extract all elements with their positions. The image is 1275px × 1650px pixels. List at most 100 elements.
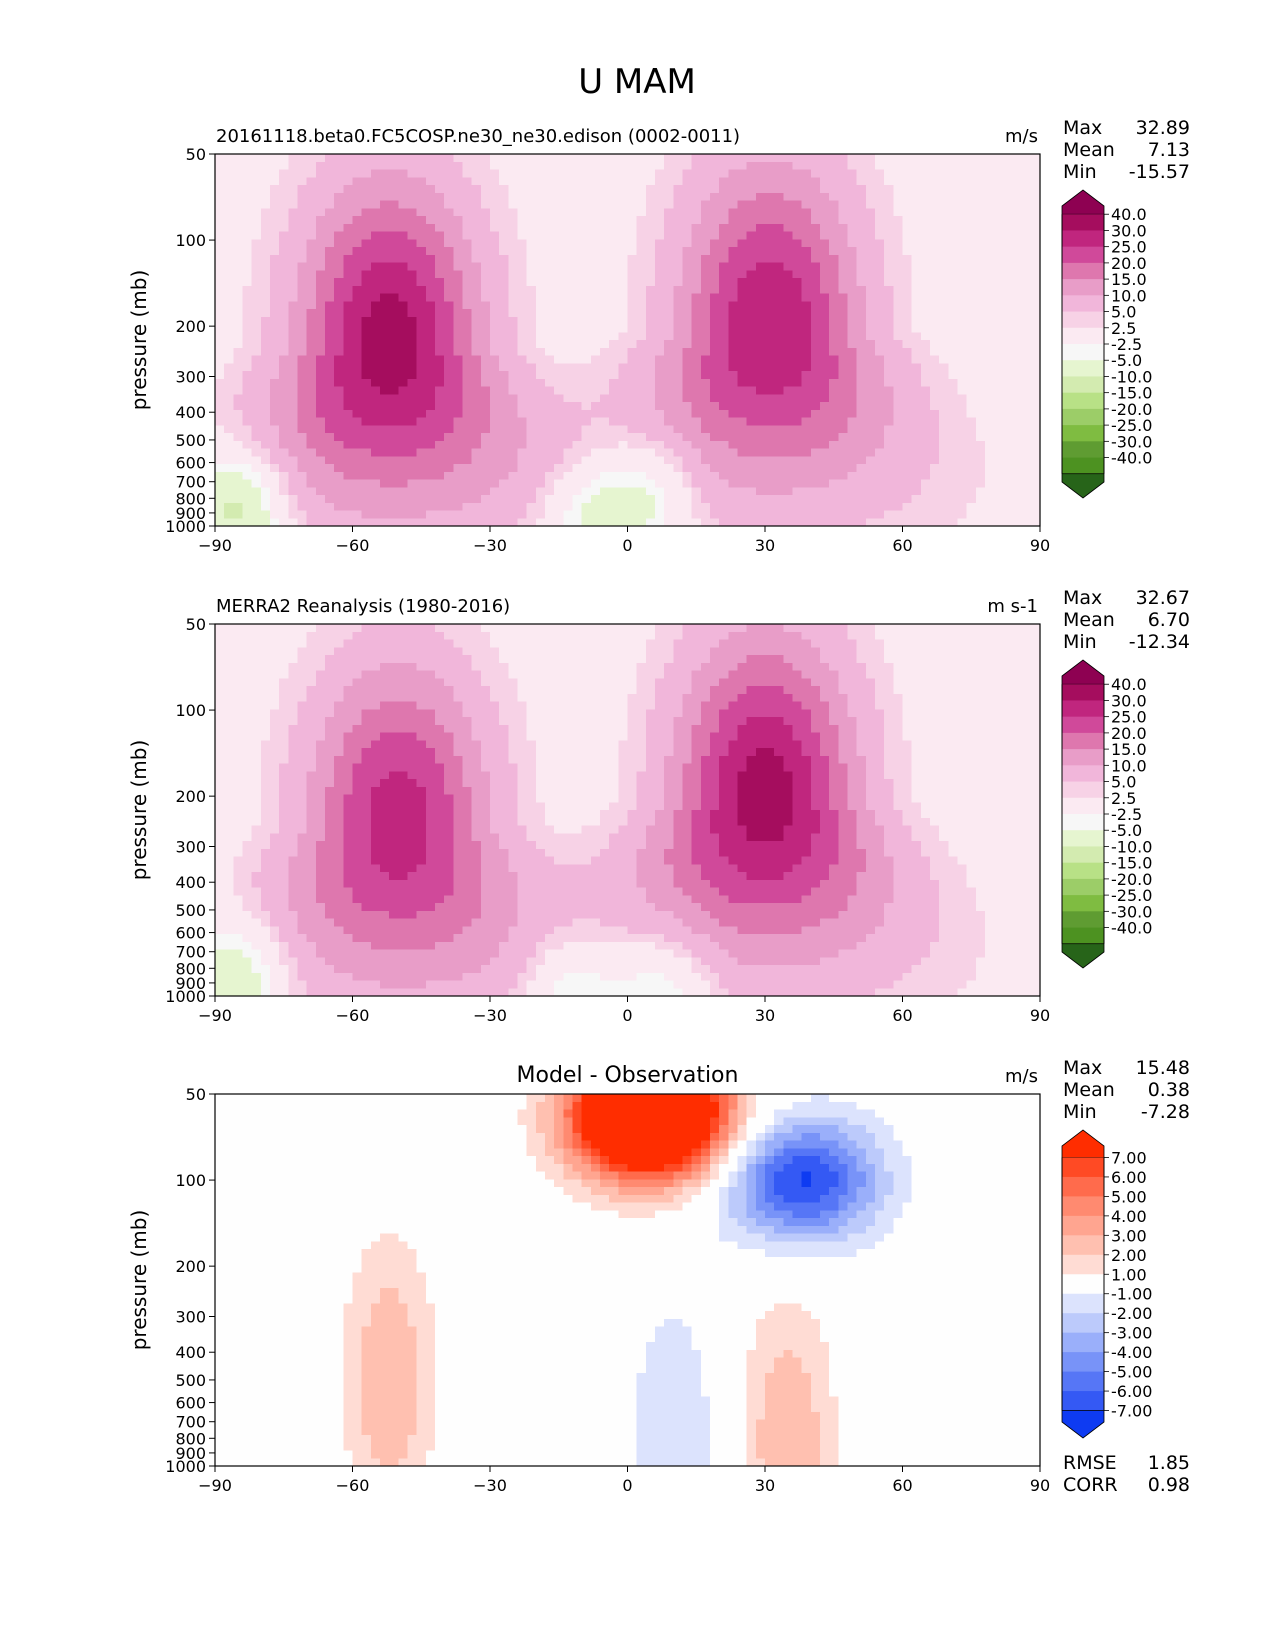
contour-cell [1030,448,1041,457]
contour-cell [902,239,913,248]
contour-cell [820,285,830,295]
contour-cell [453,456,464,465]
contour-cell [737,208,748,217]
contour-cell [1030,495,1041,504]
contour-cell [682,293,693,302]
contour-cell [801,200,812,209]
contour-cell [499,371,509,380]
contour-cell [719,394,729,403]
contour-cell [526,448,537,457]
contour-cell [801,510,812,519]
contour-cell [801,247,812,256]
contour-cell [710,378,720,388]
colorbar-extend-top [1061,189,1105,215]
contour-cell [370,301,381,310]
contour-cell [1030,655,1041,664]
contour-cell [911,254,922,264]
contour-cell [581,216,592,225]
contour-cell [398,647,409,656]
contour-cell [719,347,729,357]
contour-cell [581,518,592,527]
contour-cell [563,347,574,357]
contour-cell [526,464,537,473]
contour-cell [425,440,436,450]
contour-cell [480,448,491,457]
contour-cell [700,332,711,341]
contour-cell [966,208,977,217]
contour-cell [636,185,647,194]
contour-cell [920,208,931,217]
contour-cell [618,293,629,302]
contour-cell [224,479,234,488]
contour-cell [820,647,830,656]
contour-cell [700,254,711,264]
contour-cell [260,363,271,372]
contour-cell [856,192,867,202]
contour-cell [673,655,684,664]
contour-cell [856,309,867,318]
contour-cell [985,502,995,512]
contour-cell [435,639,445,648]
contour-cell [370,216,381,225]
contour-cell [801,285,812,295]
contour-cell [471,378,482,388]
contour-cell [398,231,409,240]
contour-cell [416,154,427,163]
contour-cell [948,456,959,465]
contour-cell [975,510,986,519]
contour-cell [636,262,647,271]
contour-cell [279,386,289,395]
contour-cell [453,216,464,225]
contour-cell [554,363,564,372]
contour-cell [1021,662,1032,672]
contour-cell [535,402,546,411]
contour-cell [682,639,693,648]
contour-cell [444,425,454,434]
contour-cell [1012,378,1023,388]
contour-cell [334,670,344,679]
contour-cell [682,177,693,186]
contour-cell [334,301,344,310]
contour-cell [1021,471,1032,481]
contour-cell [673,456,684,465]
contour-cell [691,402,702,411]
contour-cell [975,154,986,163]
contour-cell [975,464,986,473]
contour-cell [490,231,500,240]
contour-cell [930,262,940,271]
contour-cell [471,471,482,481]
contour-cell [966,378,977,388]
contour-cell [810,208,821,217]
contour-cell [746,278,757,287]
contour-cell [636,631,647,641]
contour-cell [325,433,335,442]
contour-cell [609,624,619,633]
contour-cell [471,192,482,202]
contour-cell [820,433,830,442]
contour-cell [380,270,390,279]
contour-cell [416,425,427,434]
contour-cell [645,456,656,465]
contour-cell [297,324,308,333]
contour-cell [480,231,491,240]
contour-cell [994,316,1004,326]
contour-cell [893,386,904,395]
contour-cell [884,340,894,349]
contour-cell [233,161,244,171]
contour-cell [297,624,308,633]
contour-cell [994,471,1004,481]
contour-cell [691,278,702,287]
contour-cell [820,270,830,279]
contour-cell [526,487,537,496]
contour-cell [563,161,574,171]
contour-cell [224,433,234,442]
contour-cell [325,402,335,411]
contour-cell [930,471,940,481]
contour-cell [1021,487,1032,496]
contour-cell [590,371,601,380]
contour-cell [462,487,473,496]
contour-cell [508,223,519,233]
contour-cell [700,270,711,279]
contour-cell [499,662,509,672]
contour-cell [636,417,647,426]
